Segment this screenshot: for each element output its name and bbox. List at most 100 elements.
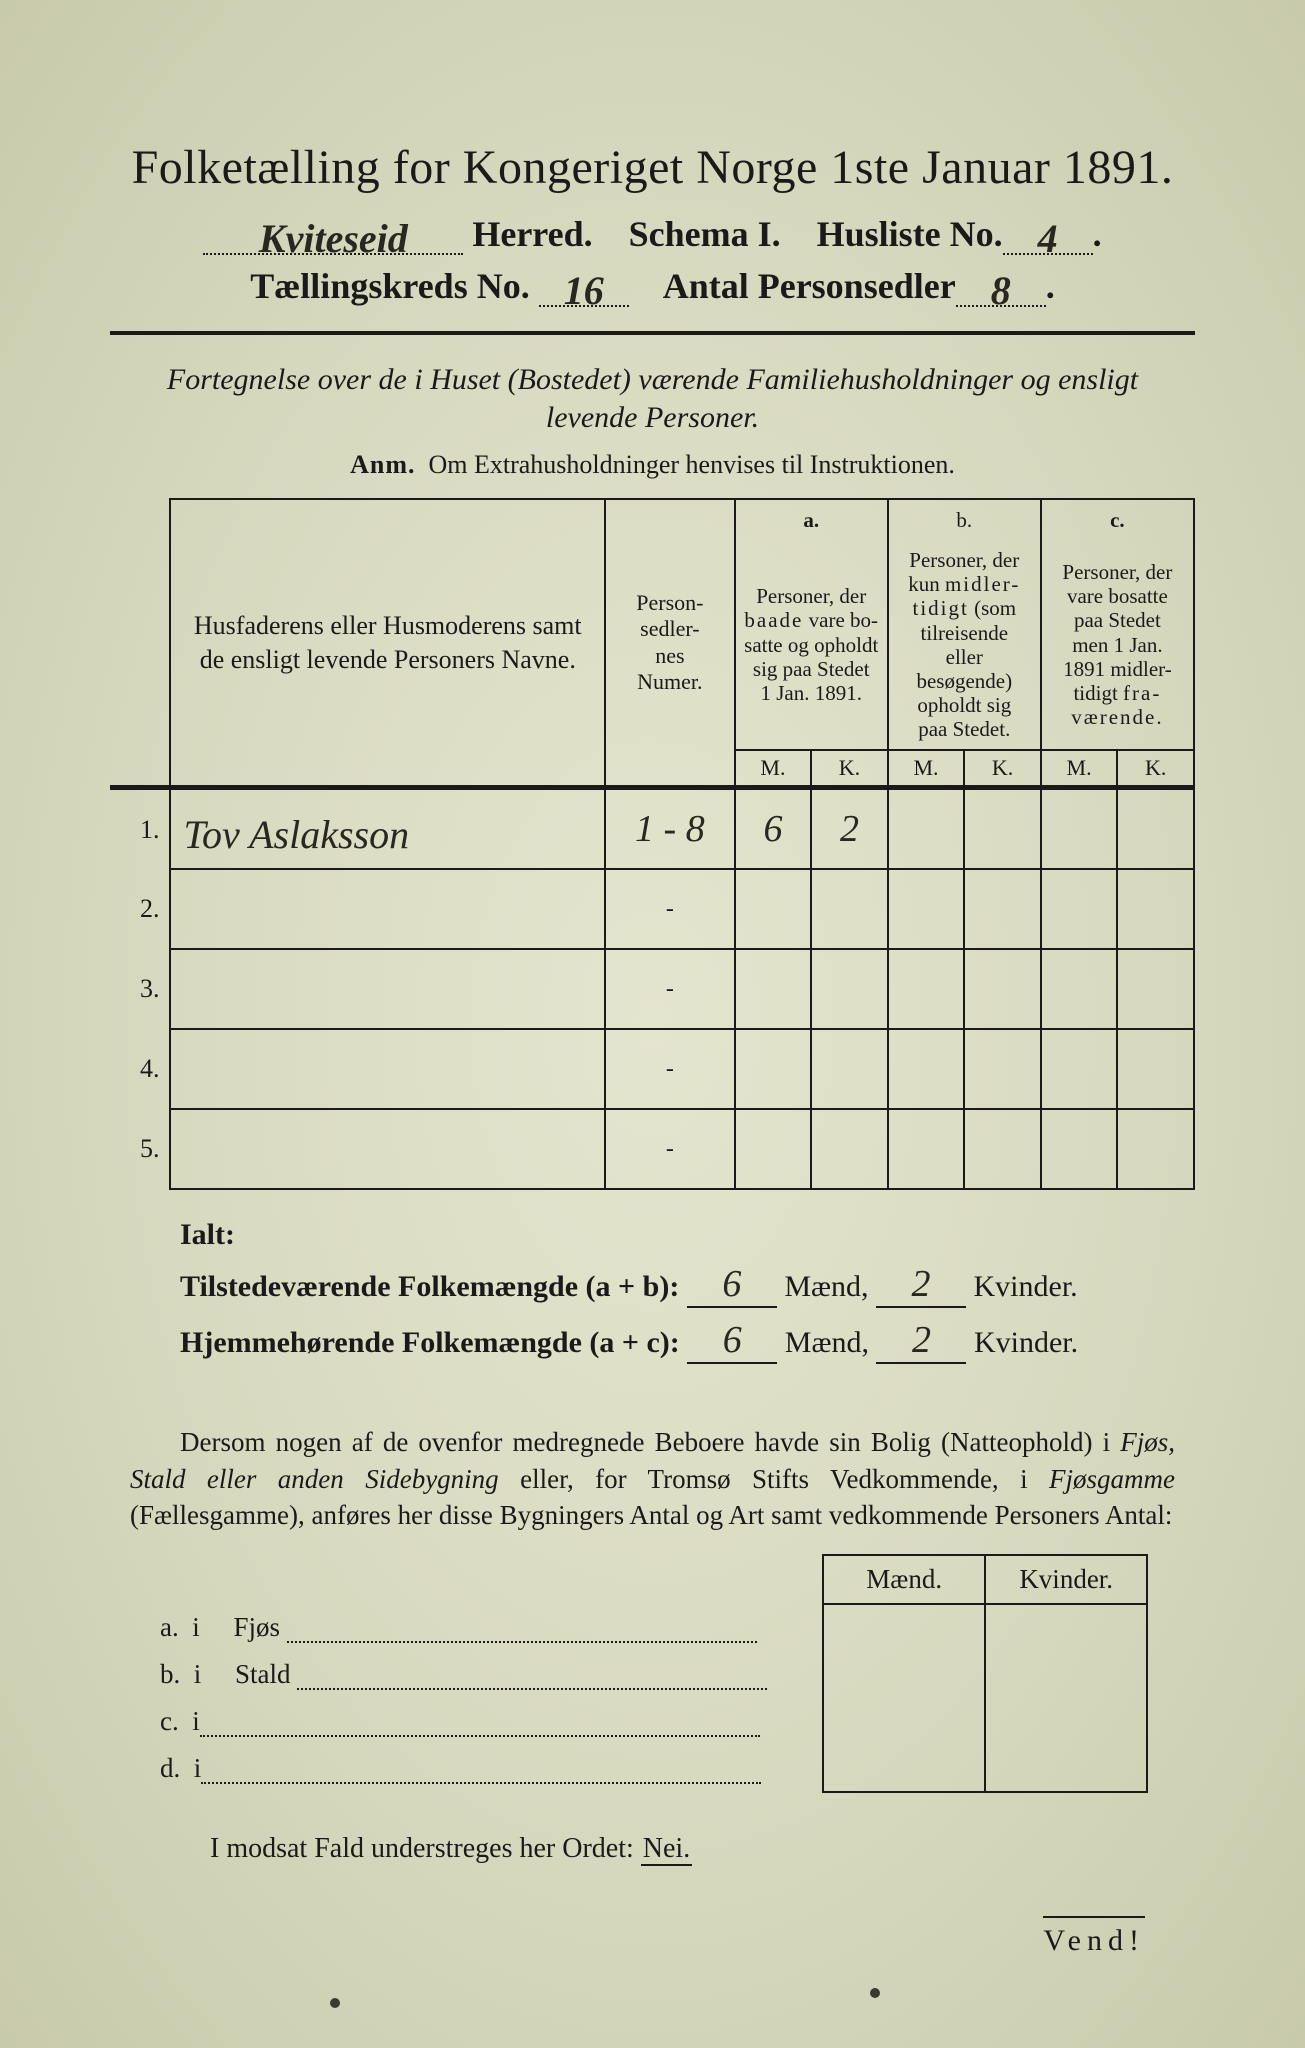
- r4-cm: [1041, 1029, 1118, 1109]
- r5-am: [735, 1109, 812, 1189]
- bld-col-m: Mænd.: [823, 1555, 985, 1604]
- hjemme-k-field: 2: [876, 1318, 966, 1364]
- row-num-1: 1.: [110, 788, 170, 870]
- kreds-label: Tællingskreds No.: [250, 266, 529, 306]
- r5-ck: [1117, 1109, 1194, 1189]
- col-a-hdr: Personer, derbaade vare bo-satte og opho…: [735, 540, 888, 750]
- modsat-line: I modsat Fald understreges her Ordet: Ne…: [210, 1833, 1195, 1865]
- c-m: M.: [1041, 750, 1118, 788]
- name-cell-2: [170, 869, 605, 949]
- r1-ck: [1117, 788, 1194, 870]
- r1-bm: [888, 788, 965, 870]
- spacer: [110, 499, 170, 788]
- r3-am: [735, 949, 812, 1029]
- r3-ck: [1117, 949, 1194, 1029]
- col-c-hdr: Personer, dervare bosattepaa Stedetmen 1…: [1041, 540, 1194, 750]
- subtitle: Fortegnelse over de i Huset (Bostedet) v…: [150, 361, 1155, 436]
- row-num-5: 5.: [110, 1109, 170, 1189]
- kvinder-label-2: Kvinder.: [974, 1326, 1078, 1359]
- r4-ck: [1117, 1029, 1194, 1109]
- numer-1: 1 - 8: [605, 788, 735, 870]
- r2-bk: [964, 869, 1041, 949]
- b-k: K.: [964, 750, 1041, 788]
- bld-a-k: [985, 1604, 1147, 1651]
- anm-text: Om Extrahusholdninger henvises til Instr…: [428, 450, 954, 479]
- r2-ak: [811, 869, 888, 949]
- r2-ck: [1117, 869, 1194, 949]
- tilstede-k-field: 2: [876, 1262, 966, 1308]
- r5-cm: [1041, 1109, 1118, 1189]
- col-names-hdr: Husfaderens eller Husmoderens samt de en…: [170, 499, 605, 788]
- name-hw-1: Tov Aslaksson: [183, 815, 409, 855]
- col-b-hdr: Personer, derkun midler-tidigt (somtilre…: [888, 540, 1041, 750]
- r1-cm: [1041, 788, 1118, 870]
- a-m: M.: [735, 750, 812, 788]
- tilstede-m: 6: [722, 1263, 741, 1305]
- row-num-4: 4.: [110, 1029, 170, 1109]
- col-c-tag: c.: [1041, 499, 1194, 540]
- speck-1: [330, 1998, 340, 2008]
- herred-field: Kviteseid: [203, 213, 463, 255]
- speck-2: [870, 1988, 880, 1998]
- r1-ak: 2: [811, 788, 888, 870]
- bld-row-a: a. i Fjøs: [150, 1604, 1147, 1651]
- a-k: K.: [811, 750, 888, 788]
- name-cell-5: [170, 1109, 605, 1189]
- husliste-label: Husliste No.: [817, 214, 1003, 254]
- name-cell-4: [170, 1029, 605, 1109]
- buildings-table: Mænd. Kvinder. a. i Fjøs b. i Stald c. i: [150, 1554, 1148, 1793]
- row-num-2: 2.: [110, 869, 170, 949]
- r2-cm: [1041, 869, 1118, 949]
- col-names-text: Husfaderens eller Husmoderens samt de en…: [194, 611, 582, 674]
- bld-d-k: [985, 1745, 1147, 1792]
- table-row: 3. -: [110, 949, 1194, 1029]
- hjemme-line: Hjemmehørende Folkemængde (a + c): 6 Mæn…: [180, 1318, 1195, 1364]
- rule-1: [110, 331, 1195, 335]
- col-b-tag: b.: [888, 499, 1041, 540]
- r3-ak: [811, 949, 888, 1029]
- buildings-paragraph: Dersom nogen af de ovenfor medregnede Be…: [130, 1424, 1175, 1533]
- r4-bm: [888, 1029, 965, 1109]
- table-row: 2. -: [110, 869, 1194, 949]
- anm-label: Anm.: [350, 450, 415, 479]
- schema-label: Schema I.: [629, 214, 781, 254]
- kvinder-label-1: Kvinder.: [974, 1270, 1078, 1303]
- hjemme-m: 6: [723, 1319, 742, 1361]
- bld-c-m: [823, 1698, 985, 1745]
- tilstede-line: Tilstedeværende Folkemængde (a + b): 6 M…: [180, 1262, 1195, 1308]
- tilstede-m-field: 6: [687, 1262, 777, 1308]
- tilstede-k: 2: [912, 1263, 931, 1305]
- bld-row-b: b. i Stald: [150, 1651, 1147, 1698]
- tilstede-label: Tilstedeværende Folkemængde (a + b):: [180, 1270, 679, 1303]
- col-numer-hdr: Person-sedler-nesNumer.: [605, 499, 735, 788]
- row-num-3: 3.: [110, 949, 170, 1029]
- name-cell-3: [170, 949, 605, 1029]
- r5-bm: [888, 1109, 965, 1189]
- nei-word: Nei.: [641, 1833, 692, 1866]
- c-k: K.: [1117, 750, 1194, 788]
- table-row: 5. -: [110, 1109, 1194, 1189]
- bld-c-label: c. i: [150, 1698, 823, 1745]
- table-row: 4. -: [110, 1029, 1194, 1109]
- col-a-tag: a.: [735, 499, 888, 540]
- name-cell-1: Tov Aslaksson: [170, 788, 605, 870]
- antal-value: 8: [991, 271, 1011, 311]
- herred-label: Herred.: [472, 214, 592, 254]
- kreds-value: 16: [564, 271, 604, 311]
- bld-c-k: [985, 1698, 1147, 1745]
- r4-am: [735, 1029, 812, 1109]
- header-line-3: Tællingskreds No. 16 Antal Personsedler8…: [110, 265, 1195, 307]
- bld-row-c: c. i: [150, 1698, 1147, 1745]
- maend-label-1: Mænd,: [784, 1270, 868, 1303]
- bld-a-m: [823, 1604, 985, 1651]
- herred-value: Kviteseid: [259, 219, 408, 259]
- ialt-label: Ialt:: [180, 1218, 1195, 1252]
- r3-bk: [964, 949, 1041, 1029]
- bld-d-label: d. i: [150, 1745, 823, 1792]
- r5-ak: [811, 1109, 888, 1189]
- bld-row-d: d. i: [150, 1745, 1147, 1792]
- hjemme-k: 2: [912, 1319, 931, 1361]
- bld-d-m: [823, 1745, 985, 1792]
- bld-col-k: Kvinder.: [985, 1555, 1147, 1604]
- husliste-value: 4: [1038, 219, 1058, 259]
